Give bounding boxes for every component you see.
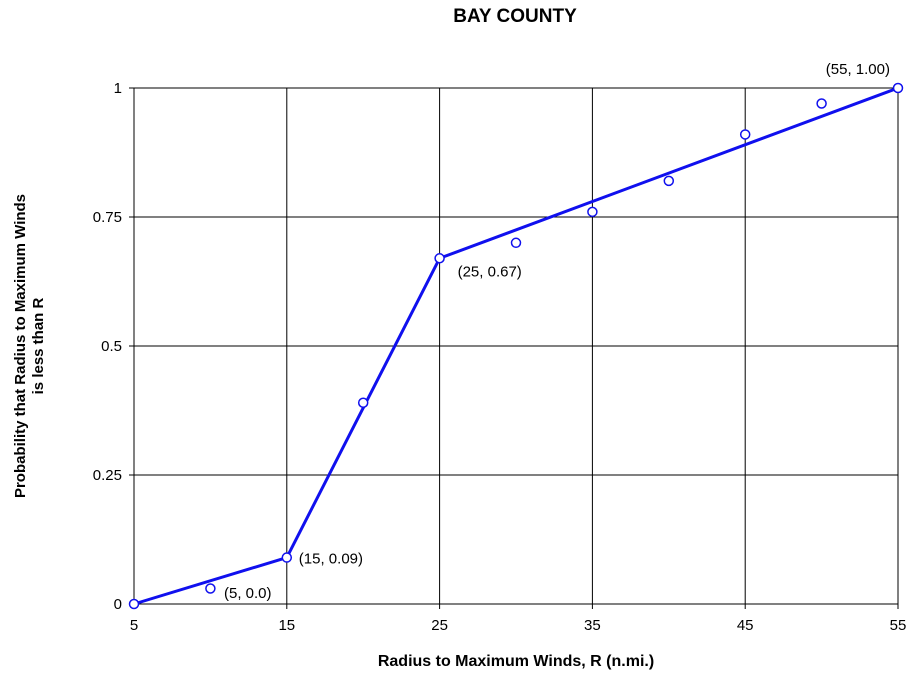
data-point-9 — [816, 98, 827, 109]
data-point-3 — [357, 397, 369, 409]
data-point-10 — [892, 82, 904, 94]
data-point-5 — [510, 237, 522, 249]
x-tick-label-0: 5 — [130, 617, 138, 634]
point-annotation-1: (15, 0.09) — [299, 551, 363, 568]
data-point-1 — [205, 583, 216, 594]
data-point-8 — [739, 129, 751, 140]
y-tick-label-4: 1 — [114, 80, 122, 97]
x-tick-label-2: 25 — [431, 617, 448, 634]
x-tick-label-5: 55 — [890, 617, 907, 634]
x-tick-label-4: 45 — [737, 617, 754, 634]
point-annotation-3: (55, 1.00) — [826, 61, 890, 78]
data-point-6 — [587, 206, 598, 218]
x-tick-label-1: 15 — [278, 617, 295, 634]
y-tick-label-1: 0.25 — [93, 467, 122, 484]
data-point-0 — [128, 598, 140, 610]
chart-title: BAY COUNTY — [453, 6, 577, 27]
x-axis-label: Radius to Maximum Winds, R (n.mi.) — [377, 653, 655, 670]
data-point-2 — [281, 552, 293, 563]
y-tick-label-2: 0.5 — [101, 338, 122, 355]
data-point-4 — [434, 253, 445, 264]
y-tick-label-0: 0 — [114, 596, 122, 613]
point-annotation-2: (25, 0.67) — [458, 263, 522, 280]
x-tick-label-3: 35 — [584, 617, 601, 634]
point-annotation-0: (5, 0.0) — [224, 585, 272, 602]
y-tick-label-3: 0.75 — [93, 209, 122, 226]
data-point-7 — [663, 175, 675, 187]
